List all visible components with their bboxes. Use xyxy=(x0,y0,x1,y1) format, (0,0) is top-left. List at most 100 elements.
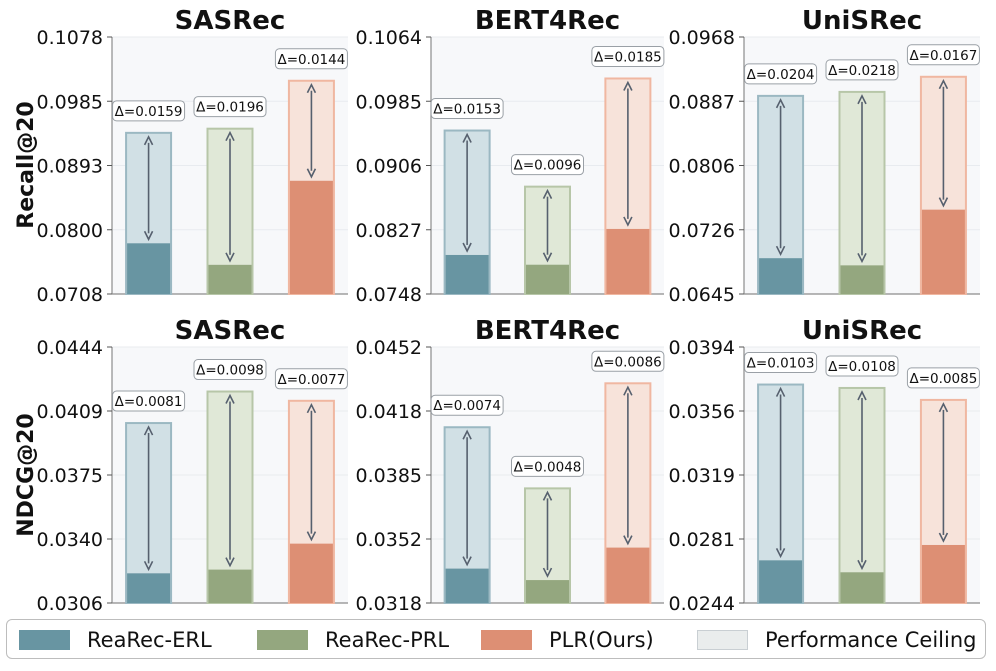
gap-arrow-head-top xyxy=(623,80,633,91)
delta-label-box xyxy=(744,63,818,85)
delta-label: Δ=0.0218 xyxy=(828,63,896,79)
legend-label-rearec-prl: ReaRec-PRL xyxy=(325,628,450,652)
gap-arrow-head-top xyxy=(143,425,154,436)
y-tick-label: 0.0748 xyxy=(356,284,422,306)
y-tick-label: 0.0893 xyxy=(37,156,103,178)
chart-panel-4: 0.0452 0.0418 0.0385 0.0352 0.0318 BERT4Rec Δ=… xyxy=(356,316,665,615)
delta-label: Δ=0.0204 xyxy=(747,67,815,83)
legend-label-performance-ceiling: Performance Ceiling xyxy=(765,628,977,652)
gap-arrow-head-bottom xyxy=(938,532,949,543)
gap-arrow-head-bottom xyxy=(306,168,317,179)
legend-label-plr-ours: PLR(Ours) xyxy=(549,628,654,652)
legend-swatch-performance-ceiling xyxy=(697,630,748,650)
gap-arrow-head-top xyxy=(462,429,472,440)
gap-arrow-head-top xyxy=(775,98,786,109)
gap-arrow-head-top xyxy=(542,490,553,501)
delta-label-box xyxy=(193,96,267,118)
y-tick-label: 0.0708 xyxy=(37,284,103,306)
y-tick-label: 0.0827 xyxy=(356,220,422,242)
y-tick-label: 0.0375 xyxy=(37,465,103,487)
delta-label: Δ=0.0085 xyxy=(910,371,978,387)
delta-label-box xyxy=(274,368,348,390)
chart-panel-5: 0.0394 0.0356 0.0319 0.0281 0.0244 UniSRec Δ=0… xyxy=(669,316,980,615)
delta-label-box xyxy=(825,59,899,81)
value-bar xyxy=(289,543,333,603)
value-bar xyxy=(921,209,965,294)
y-tick-label: 0.0340 xyxy=(37,529,103,551)
y-tick-label: 0.0281 xyxy=(669,529,735,551)
delta-label-box xyxy=(511,455,584,477)
gap-arrow-head-bottom xyxy=(623,216,633,227)
delta-label: Δ=0.0098 xyxy=(196,363,264,379)
gap-arrow-head-top xyxy=(306,403,317,414)
value-bar xyxy=(127,573,171,603)
y-tick-label: 0.0318 xyxy=(356,593,422,615)
gap-arrow-head-bottom xyxy=(938,197,949,208)
y-axis-label: NDCG@20 xyxy=(14,413,39,537)
gap-arrow-head-top xyxy=(857,390,867,401)
delta-label-box xyxy=(430,394,504,416)
y-tick-label: 0.0985 xyxy=(356,91,422,113)
y-tick-label: 0.0444 xyxy=(37,337,103,359)
delta-label-box xyxy=(112,390,186,412)
value-bar xyxy=(840,265,884,294)
y-tick-label: 0.0806 xyxy=(669,156,735,178)
y-tick-label: 0.0968 xyxy=(669,27,735,49)
y-tick-label: 0.0394 xyxy=(669,337,735,359)
y-tick-label: 0.0319 xyxy=(669,465,735,487)
delta-label: Δ=0.0081 xyxy=(115,394,183,410)
gap-arrow-head-bottom xyxy=(857,252,867,264)
chart-title: SASRec xyxy=(175,316,286,346)
gap-arrow-head-bottom xyxy=(143,560,154,572)
legend-item-performance-ceiling: Performance Ceiling xyxy=(697,626,976,654)
y-tick-label: 0.0452 xyxy=(356,337,422,359)
gap-arrow-head-bottom xyxy=(775,547,786,559)
value-bar xyxy=(445,568,489,603)
delta-label-box xyxy=(591,350,665,372)
value-bar xyxy=(526,264,569,294)
delta-label: Δ=0.0096 xyxy=(514,158,582,174)
y-tick-label: 0.0306 xyxy=(37,593,103,615)
delta-label: Δ=0.0077 xyxy=(278,372,346,388)
gap-arrow-head-bottom xyxy=(857,559,867,571)
y-tick-label: 0.0418 xyxy=(356,401,422,423)
value-bar xyxy=(208,264,252,294)
delta-label-box xyxy=(511,154,584,176)
y-tick-label: 0.0385 xyxy=(356,465,422,487)
value-bar xyxy=(606,547,650,603)
delta-label-box xyxy=(193,359,267,381)
y-tick-label: 0.1078 xyxy=(37,27,103,49)
legend-label-rearec-erl: ReaRec-ERL xyxy=(87,628,212,652)
y-tick-label: 0.0726 xyxy=(669,220,735,242)
delta-label-box xyxy=(430,98,504,120)
gap-arrow-head-bottom xyxy=(462,242,472,253)
gap-arrow-head-top xyxy=(542,188,553,200)
gap-arrow-head-top xyxy=(775,386,786,397)
y-tick-label: 0.0645 xyxy=(669,284,735,306)
delta-label: Δ=0.0167 xyxy=(910,48,978,64)
delta-label-box xyxy=(591,45,665,67)
gap-arrow-head-top xyxy=(225,130,235,142)
gap-arrow-head-bottom xyxy=(462,556,472,567)
legend: ReaRec-ERL ReaRec-PRL PLR(Ours) Performa… xyxy=(6,619,986,659)
y-axis-label: Recall@20 xyxy=(14,101,39,228)
delta-label: Δ=0.0153 xyxy=(433,102,501,118)
legend-item-plr-ours: PLR(Ours) xyxy=(481,626,654,654)
delta-label: Δ=0.0086 xyxy=(594,354,662,370)
delta-label: Δ=0.0196 xyxy=(196,100,264,116)
value-bar xyxy=(921,544,965,603)
delta-label-box xyxy=(906,44,980,66)
gap-arrow-head-top xyxy=(462,132,472,143)
gap-arrow-head-bottom xyxy=(306,531,317,542)
delta-label: Δ=0.0185 xyxy=(594,49,662,65)
delta-label: Δ=0.0159 xyxy=(115,104,183,120)
legend-item-rearec-erl: ReaRec-ERL xyxy=(19,626,212,654)
y-tick-label: 0.0887 xyxy=(669,91,735,113)
delta-label: Δ=0.0048 xyxy=(514,459,582,475)
delta-label-box xyxy=(112,100,186,122)
y-tick-label: 0.0352 xyxy=(356,529,422,551)
value-bar xyxy=(526,580,569,603)
legend-item-rearec-prl: ReaRec-PRL xyxy=(257,626,449,654)
chart-panel-1: 0.1064 0.0985 0.0906 0.0827 0.0748 BERT4Rec Δ=… xyxy=(356,6,665,306)
